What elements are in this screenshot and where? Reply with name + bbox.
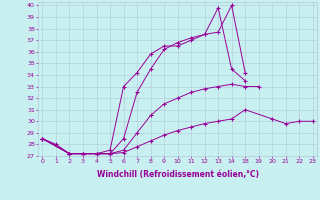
X-axis label: Windchill (Refroidissement éolien,°C): Windchill (Refroidissement éolien,°C) [97, 170, 259, 179]
